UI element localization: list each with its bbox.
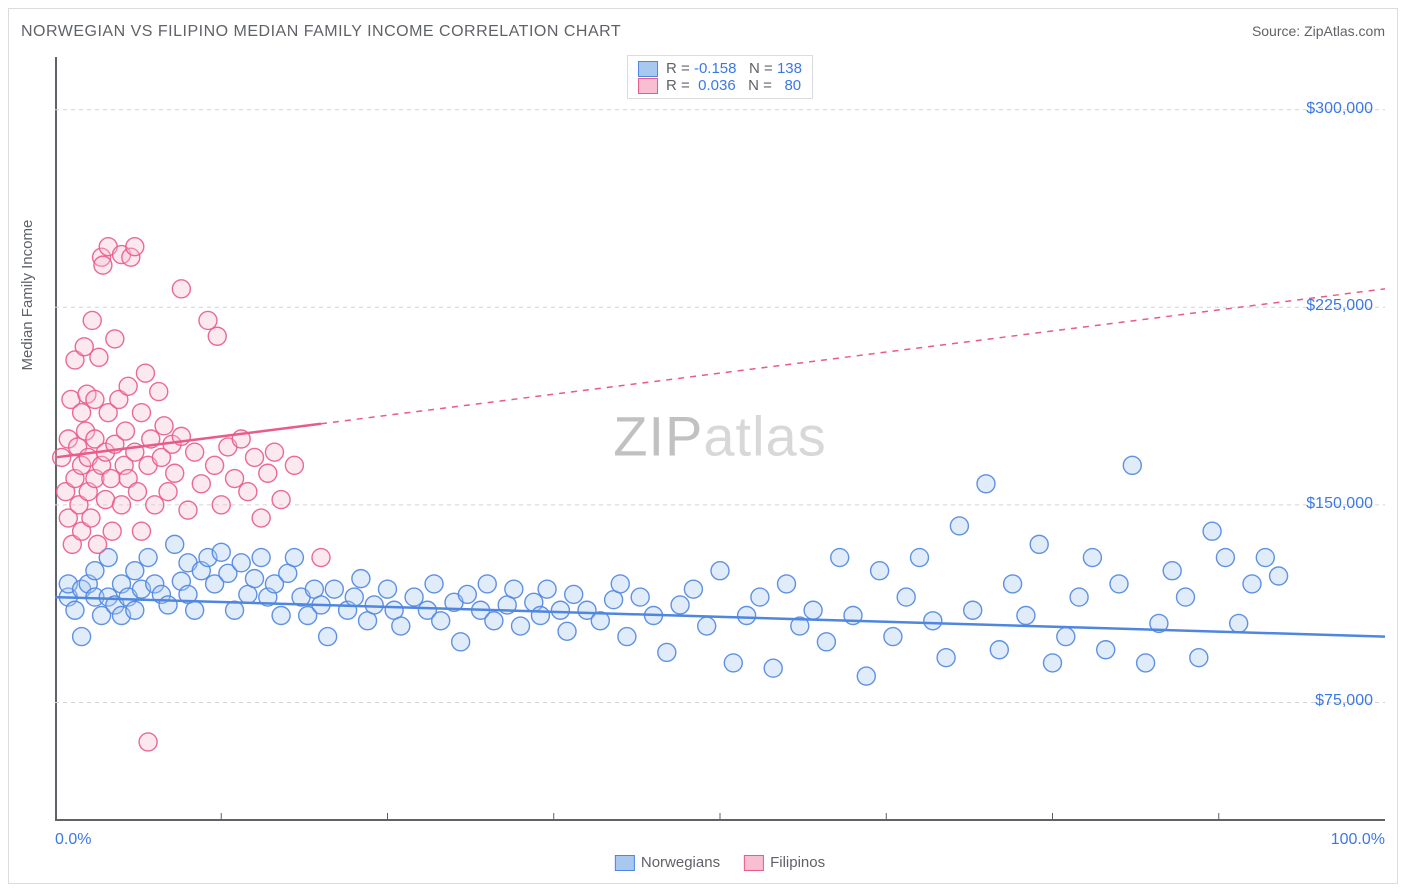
plot-area: ZIPatlas R = -0.158 N = 138 R = 0.036 N … bbox=[55, 57, 1385, 821]
x-tick-min: 0.0% bbox=[55, 831, 91, 849]
legend-label: Norwegians bbox=[641, 854, 720, 871]
y-tick-label: $75,000 bbox=[1315, 692, 1373, 710]
y-tick-label: $300,000 bbox=[1306, 100, 1373, 118]
chart-frame: NORWEGIAN VS FILIPINO MEDIAN FAMILY INCO… bbox=[8, 8, 1398, 884]
y-tick-label: $150,000 bbox=[1306, 495, 1373, 513]
legend-item-norwegians: Norwegians bbox=[615, 854, 720, 871]
source-label: Source: ZipAtlas.com bbox=[1252, 23, 1385, 39]
chart-svg bbox=[55, 57, 1385, 821]
y-tick-label: $225,000 bbox=[1306, 297, 1373, 315]
legend-label: Filipinos bbox=[770, 854, 825, 871]
x-tick-max: 100.0% bbox=[1331, 831, 1385, 849]
legend-item-filipinos: Filipinos bbox=[744, 854, 825, 871]
chart-title: NORWEGIAN VS FILIPINO MEDIAN FAMILY INCO… bbox=[21, 23, 621, 41]
y-axis-label: Median Family Income bbox=[19, 220, 36, 371]
series-legend: Norwegians Filipinos bbox=[615, 854, 825, 871]
